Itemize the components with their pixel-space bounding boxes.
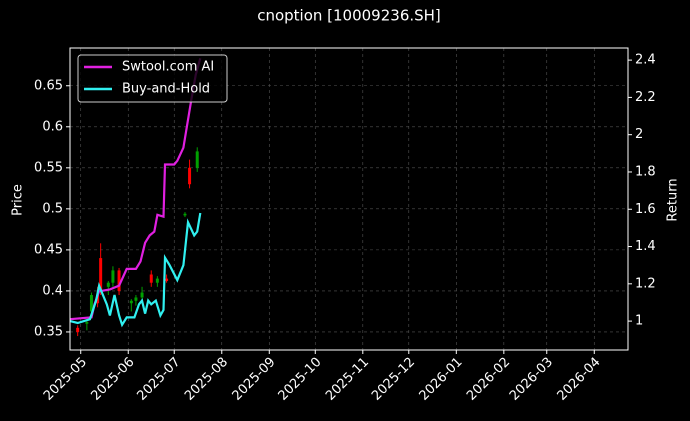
candle-body: [96, 295, 100, 304]
series-line: [69, 212, 202, 328]
x-tick-label: 2026-04: [555, 355, 604, 404]
y2-tick-label: 1: [635, 314, 643, 329]
candle-body: [183, 213, 187, 216]
y2-tick-label: 1.8: [635, 164, 656, 179]
legend-label: Buy-and-Hold: [122, 82, 210, 97]
x-tick-label: 2025-12: [369, 355, 418, 404]
legend-label: Swtool.com AI: [122, 60, 214, 75]
x-tick-label: 2025-06: [89, 355, 138, 404]
candle-body: [111, 270, 115, 283]
legend-box: [77, 54, 228, 103]
candle-body: [134, 297, 138, 301]
x-tick-label: 2025-07: [135, 355, 184, 404]
x-tick-label: 2025-11: [323, 355, 372, 404]
candle-body: [117, 270, 121, 291]
candle-body: [99, 258, 103, 291]
x-tick-label: 2026-03: [507, 355, 556, 404]
y2-tick-label: 2: [635, 127, 643, 142]
candle-body: [129, 300, 133, 304]
candle-body: [195, 151, 199, 168]
x-tick-label: 2025-08: [182, 355, 231, 404]
y-tick-label: 0.35: [34, 324, 63, 339]
y-tick-label: 0.6: [42, 119, 63, 134]
x-tick-label: 2025-05: [41, 355, 90, 404]
y-axis-label: Price: [11, 184, 26, 216]
candle-body: [106, 282, 110, 287]
x-tick-label: 2026-02: [464, 355, 513, 404]
y2-tick-label: 1.2: [635, 276, 656, 291]
y2-axis-label: Return: [666, 178, 681, 221]
series-line: [69, 58, 202, 321]
candle-body: [76, 327, 80, 332]
y-tick-label: 0.4: [42, 283, 63, 298]
y-tick-label: 0.5: [42, 201, 63, 216]
y-tick-label: 0.55: [34, 160, 63, 175]
candle-body: [155, 278, 159, 283]
candle-body: [165, 278, 169, 282]
y-tick-label: 0.65: [34, 78, 63, 93]
y2-tick-label: 2.4: [635, 53, 656, 68]
plot-frame: [69, 47, 629, 351]
candle-body: [140, 292, 144, 298]
candle-body: [85, 322, 89, 324]
y2-tick-label: 1.6: [635, 202, 656, 217]
candle-body: [89, 295, 93, 312]
candle-body: [149, 274, 153, 283]
candle-body: [188, 167, 192, 185]
chart-title: cnoption [10009236.SH]: [257, 7, 441, 25]
y-tick-label: 0.45: [34, 242, 63, 257]
x-tick-label: 2025-09: [230, 355, 279, 404]
x-tick-label: 2026-01: [417, 355, 466, 404]
x-tick-label: 2025-10: [276, 355, 325, 404]
y2-tick-label: 1.4: [635, 239, 656, 254]
y2-tick-label: 2.2: [635, 90, 656, 105]
